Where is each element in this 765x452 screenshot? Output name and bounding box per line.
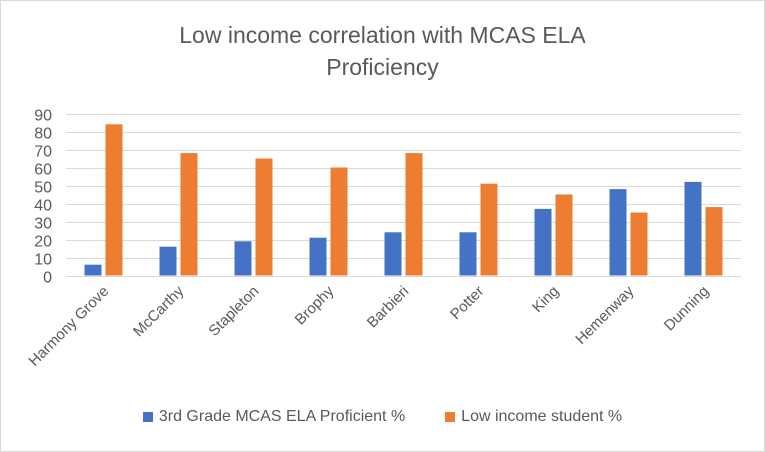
y-tick-label: 70 (34, 144, 52, 161)
bar-proficient-barbieri (384, 232, 402, 276)
bar-proficient-stapleton (234, 241, 252, 276)
x-tick-label: Stapleton (205, 283, 262, 340)
bar-proficient-harmony-grove (84, 264, 102, 276)
bar-proficient-potter (459, 232, 477, 276)
x-tick-label: King (529, 283, 562, 316)
chart-title-line-1: Low income correlation with MCAS ELA (179, 22, 586, 48)
x-tick-label: Harmony Grove (25, 283, 112, 370)
y-tick-label: 30 (34, 216, 52, 233)
y-tick-label: 20 (34, 234, 52, 251)
legend-label-low-income: Low income student % (461, 408, 623, 425)
legend: 3rd Grade MCAS ELA Proficient % Low inco… (0, 408, 765, 426)
bar-low-income-brophy (330, 167, 348, 276)
y-tick-label: 80 (34, 126, 52, 143)
legend-swatch-orange (445, 412, 456, 422)
x-tick-label: Hemenway (572, 282, 637, 347)
x-tick-label: Potter (447, 283, 487, 323)
bar-proficient-dunning (684, 181, 702, 276)
legend-swatch-blue (142, 412, 153, 422)
x-tick-label: Dunning (661, 283, 713, 335)
x-tick-label: Brophy (292, 282, 338, 328)
x-tick-label: McCarthy (130, 282, 188, 340)
legend-item-low-income: Low income student % (445, 408, 622, 426)
y-tick-label: 90 (34, 108, 52, 125)
bar-low-income-king (555, 194, 573, 276)
bars (84, 124, 723, 276)
bar-low-income-barbieri (405, 153, 423, 276)
bar-low-income-hemenway (630, 212, 648, 276)
bar-low-income-mccarthy (180, 153, 198, 276)
chart-title-line-2: Proficiency (326, 54, 439, 80)
y-tick-label: 10 (34, 252, 52, 269)
bar-low-income-harmony-grove (105, 124, 123, 276)
bar-low-income-dunning (705, 207, 723, 276)
bar-proficient-king (534, 208, 552, 276)
y-tick-label: 0 (43, 270, 52, 287)
y-tick-label: 50 (34, 180, 52, 197)
gridlines (66, 114, 741, 277)
y-tick-label: 60 (34, 162, 52, 179)
x-tick-label: Barbieri (364, 283, 413, 332)
y-tick-label: 40 (34, 198, 52, 215)
x-axis-labels: Harmony Grove McCarthy Stapleton Brophy Barb… (25, 282, 712, 369)
bar-low-income-stapleton (255, 158, 273, 276)
chart-title: Low income correlation with MCAS ELA Pro… (0, 19, 765, 83)
bar-proficient-hemenway (609, 189, 627, 276)
bar-low-income-potter (480, 183, 498, 276)
legend-item-proficient: 3rd Grade MCAS ELA Proficient % (142, 408, 406, 426)
bar-proficient-brophy (309, 237, 327, 276)
legend-label-proficient: 3rd Grade MCAS ELA Proficient % (158, 408, 406, 425)
bar-proficient-mccarthy (159, 246, 177, 276)
